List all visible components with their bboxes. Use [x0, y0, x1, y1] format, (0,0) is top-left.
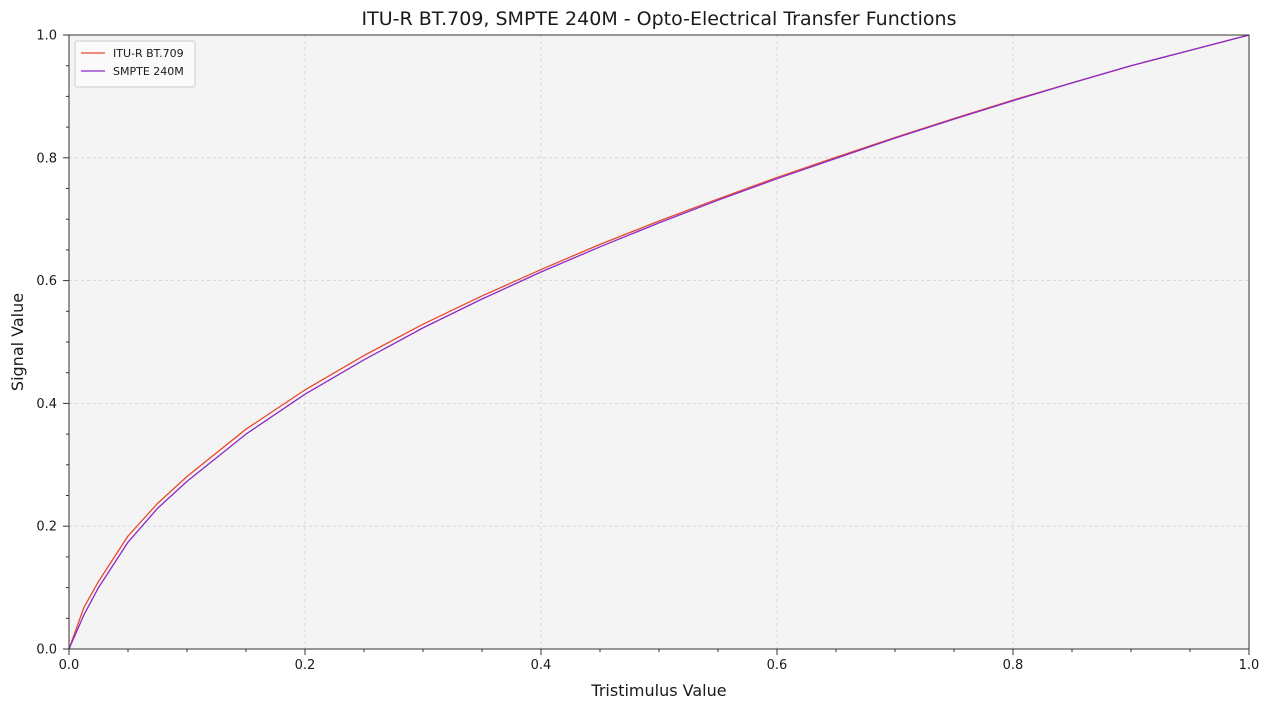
- legend: ITU-R BT.709 SMPTE 240M: [74, 40, 196, 88]
- plot-area: [69, 35, 1249, 649]
- y-tick-label: 1.0: [36, 29, 57, 44]
- x-tick-label: 0.4: [531, 658, 552, 673]
- x-tick-label: 1.0: [1239, 658, 1260, 673]
- y-tick-label: 0.0: [36, 643, 57, 658]
- y-tick-label: 0.4: [36, 397, 57, 412]
- x-axis-label: Tristimulus Value: [590, 681, 726, 700]
- y-tick-label: 0.8: [36, 151, 57, 166]
- series-group: [68, 34, 1250, 650]
- legend-label-0: ITU-R BT.709: [113, 47, 184, 60]
- y-axis-label: Signal Value: [8, 293, 27, 391]
- x-tick-label: 0.2: [295, 658, 316, 673]
- y-tick-label: 0.2: [36, 520, 57, 535]
- x-tick-label: 0.0: [59, 658, 80, 673]
- grid: [69, 35, 1249, 649]
- series-line-1: [68, 34, 1250, 650]
- chart-title: ITU-R BT.709, SMPTE 240M - Opto-Electric…: [362, 8, 957, 30]
- legend-label-1: SMPTE 240M: [113, 65, 184, 78]
- x-tick-label: 0.8: [1003, 658, 1024, 673]
- ticks: 0.0 0.2 0.4 0.6 0.8 1.0 0.0 0.2 0.4 0.6 0.8 1.0: [36, 29, 1259, 674]
- y-tick-label: 0.6: [36, 274, 57, 289]
- x-tick-label: 0.6: [767, 658, 788, 673]
